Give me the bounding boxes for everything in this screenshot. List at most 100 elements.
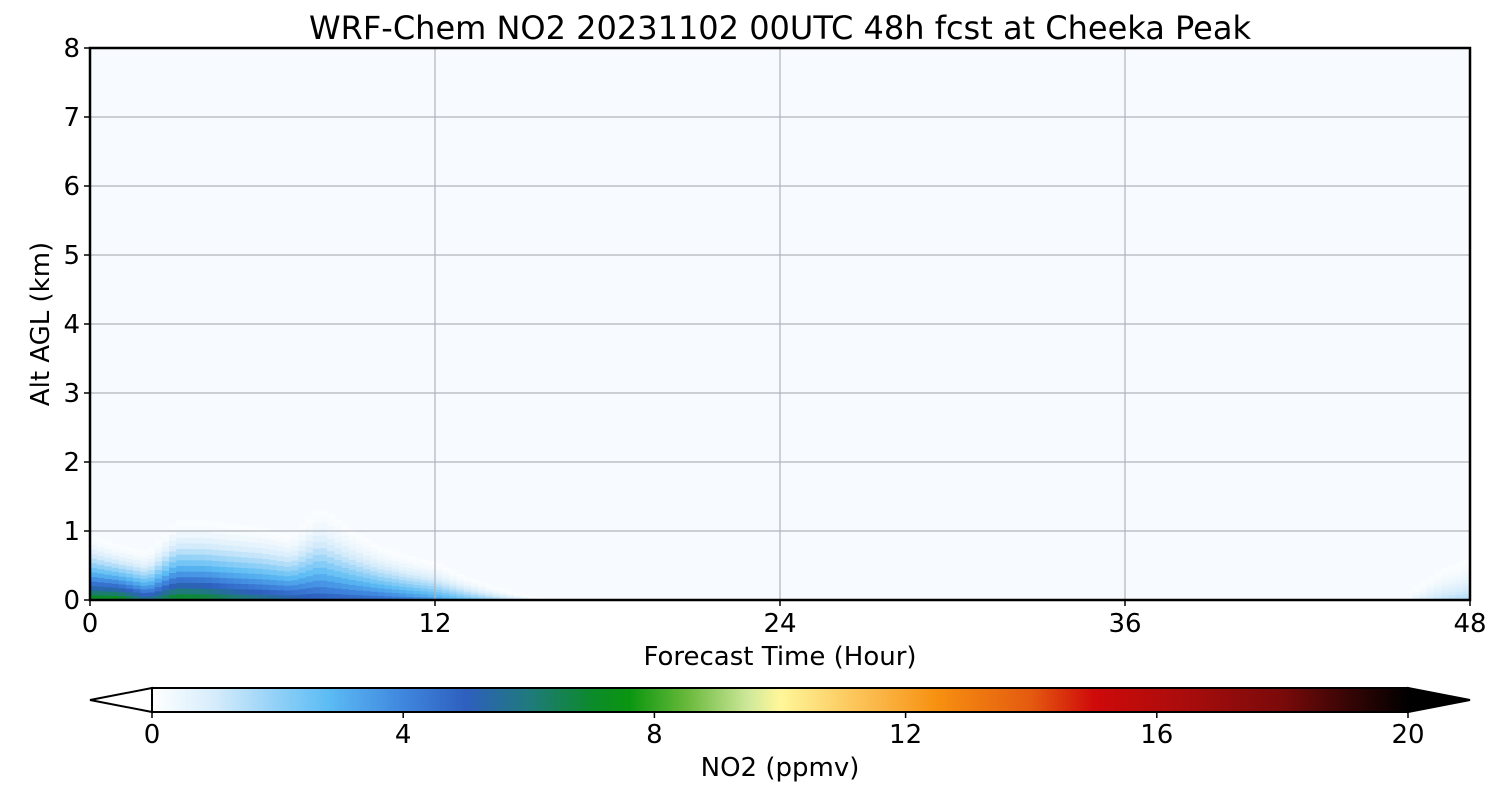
- field-cell: [377, 553, 386, 559]
- field-cell: [348, 579, 357, 586]
- field-cell: [492, 587, 501, 589]
- field-cell: [456, 585, 465, 588]
- no2-field: [90, 509, 1470, 600]
- field-cell: [205, 549, 213, 556]
- field-cell: [384, 574, 393, 579]
- field-cell: [341, 535, 350, 542]
- field-cell: [197, 554, 206, 561]
- field-cell: [226, 556, 235, 563]
- field-cell: [341, 567, 350, 574]
- field-cell: [363, 560, 371, 566]
- field-cell: [427, 580, 436, 584]
- field-cell: [492, 589, 501, 592]
- field-cell: [305, 576, 314, 583]
- field-cell: [133, 556, 141, 561]
- field-cell: [363, 555, 371, 561]
- field-cell: [1441, 593, 1450, 596]
- field-cell: [262, 574, 271, 581]
- field-cell: [255, 589, 264, 596]
- field-cell: [1434, 595, 1442, 599]
- field-cell: [291, 555, 300, 562]
- field-cell: [1426, 578, 1435, 581]
- field-cell: [111, 571, 120, 577]
- field-cell: [233, 562, 242, 569]
- field-cell: [420, 562, 429, 566]
- field-cell: [1448, 580, 1457, 584]
- field-cell: [370, 591, 379, 597]
- field-cell: [176, 577, 185, 584]
- field-cell: [190, 571, 199, 578]
- field-cell: [205, 571, 213, 579]
- field-cell: [492, 596, 501, 598]
- field-cell: [1426, 593, 1435, 596]
- y-tick-label: 6: [63, 172, 80, 202]
- field-cell: [284, 576, 292, 582]
- field-cell: [363, 538, 371, 544]
- field-cell: [363, 577, 371, 583]
- field-cell: [104, 591, 113, 597]
- field-cell: [219, 566, 228, 574]
- field-cell: [140, 582, 149, 587]
- field-cell: [1462, 594, 1470, 598]
- field-cell: [485, 596, 494, 599]
- field-cell: [176, 565, 185, 573]
- field-cell: [1441, 574, 1450, 578]
- field-cell: [305, 540, 314, 548]
- field-cell: [183, 583, 192, 590]
- field-cell: [1434, 585, 1442, 589]
- field-cell: [190, 554, 199, 561]
- field-cell: [255, 568, 264, 575]
- field-cell: [420, 579, 429, 584]
- field-cell: [334, 594, 343, 600]
- field-cell: [118, 568, 127, 574]
- field-cell: [140, 585, 149, 591]
- field-cell: [233, 583, 242, 590]
- field-cell: [205, 554, 213, 562]
- field-cell: [334, 588, 343, 595]
- field-cell: [169, 594, 177, 600]
- field-cell: [320, 554, 328, 562]
- field-cell: [1462, 565, 1470, 570]
- field-cell: [161, 556, 170, 562]
- field-cell: [1412, 591, 1421, 594]
- field-cell: [478, 588, 486, 591]
- field-cell: [348, 594, 357, 600]
- field-cell: [413, 560, 422, 565]
- field-cell: [377, 596, 386, 600]
- field-cell: [169, 551, 177, 558]
- field-cell: [140, 596, 149, 600]
- field-cell: [233, 535, 242, 542]
- field-cell: [348, 589, 357, 596]
- field-cell: [327, 581, 335, 589]
- field-cell: [154, 570, 163, 575]
- field-cell: [384, 570, 393, 575]
- field-cell: [1462, 562, 1470, 567]
- field-cell: [118, 561, 127, 566]
- y-tick-label: 2: [63, 448, 80, 478]
- field-cell: [248, 557, 256, 564]
- field-cell: [312, 555, 321, 563]
- field-cell: [183, 520, 192, 527]
- field-cell: [384, 589, 393, 594]
- field-cell: [499, 591, 508, 593]
- field-cell: [104, 583, 113, 588]
- field-cell: [104, 562, 113, 567]
- field-cell: [90, 586, 98, 592]
- field-cell: [1441, 588, 1450, 592]
- field-cell: [183, 560, 192, 567]
- field-cell: [1455, 583, 1464, 588]
- field-cell: [291, 535, 300, 542]
- field-cell: [212, 572, 220, 579]
- field-cell: [140, 589, 149, 594]
- field-cell: [406, 562, 415, 567]
- field-cell: [125, 562, 134, 567]
- field-cell: [248, 542, 256, 548]
- field-cell: [255, 537, 264, 544]
- field-cell: [133, 567, 141, 572]
- field-cell: [298, 540, 307, 547]
- field-cell: [420, 573, 429, 578]
- field-cell: [104, 549, 113, 555]
- field-cell: [161, 541, 170, 548]
- field-cell: [154, 565, 163, 571]
- field-cell: [463, 580, 472, 583]
